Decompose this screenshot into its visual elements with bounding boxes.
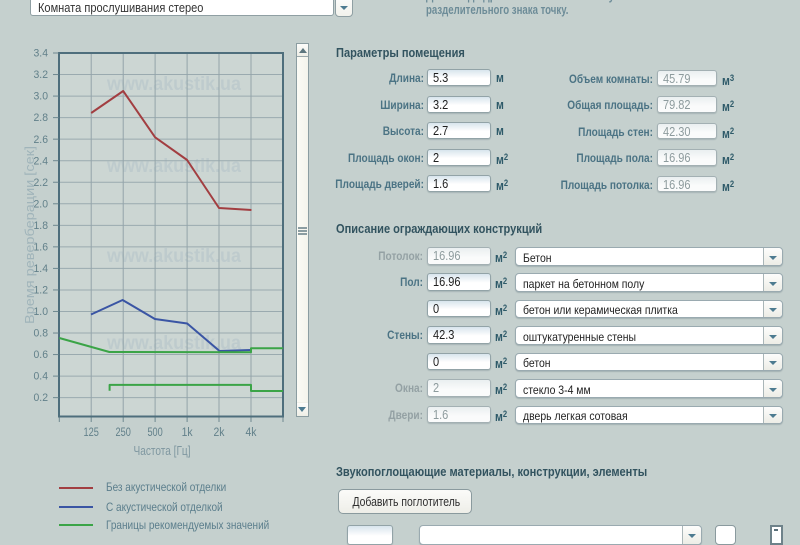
svg-text:3.4: 3.4 (34, 48, 49, 60)
svg-text:www.akustik.ua: www.akustik.ua (106, 74, 241, 95)
svg-text:2k: 2k (214, 427, 225, 439)
svg-text:1.6: 1.6 (34, 241, 49, 253)
svg-text:3.2: 3.2 (34, 69, 49, 81)
svg-text:0.8: 0.8 (34, 328, 49, 340)
svg-text:125: 125 (84, 427, 99, 439)
svg-text:0.2: 0.2 (34, 392, 49, 404)
svg-text:500: 500 (147, 427, 162, 439)
svg-text:250: 250 (116, 427, 131, 439)
svg-text:1.2: 1.2 (34, 285, 49, 297)
svg-text:2.8: 2.8 (34, 112, 49, 124)
svg-text:2.6: 2.6 (34, 134, 49, 146)
svg-text:1k: 1k (182, 427, 193, 439)
svg-text:www.akustik.ua: www.akustik.ua (106, 156, 241, 177)
svg-text:2.0: 2.0 (34, 198, 49, 210)
svg-text:2.4: 2.4 (34, 155, 49, 167)
svg-text:0.6: 0.6 (34, 349, 49, 361)
svg-text:4k: 4k (246, 427, 257, 439)
svg-text:0.4: 0.4 (34, 371, 49, 383)
svg-text:1.0: 1.0 (34, 306, 49, 318)
svg-text:Частота [Гц]: Частота [Гц] (134, 444, 191, 458)
svg-text:1.4: 1.4 (34, 263, 49, 275)
svg-text:1.8: 1.8 (34, 220, 49, 232)
svg-text:2.2: 2.2 (34, 177, 49, 189)
svg-text:3.0: 3.0 (34, 91, 49, 103)
svg-text:www.akustik.ua: www.akustik.ua (106, 333, 241, 354)
svg-text:Время реверберации [сек]: Время реверберации [сек] (22, 146, 37, 324)
svg-text:www.akustik.ua: www.akustik.ua (106, 246, 241, 267)
